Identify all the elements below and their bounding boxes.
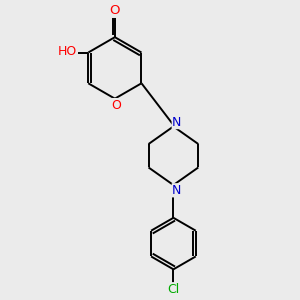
Text: HO: HO bbox=[58, 45, 77, 58]
Text: N: N bbox=[172, 184, 182, 197]
Text: O: O bbox=[111, 99, 121, 112]
Text: N: N bbox=[172, 116, 182, 129]
Text: O: O bbox=[110, 4, 120, 17]
Text: Cl: Cl bbox=[167, 283, 179, 296]
